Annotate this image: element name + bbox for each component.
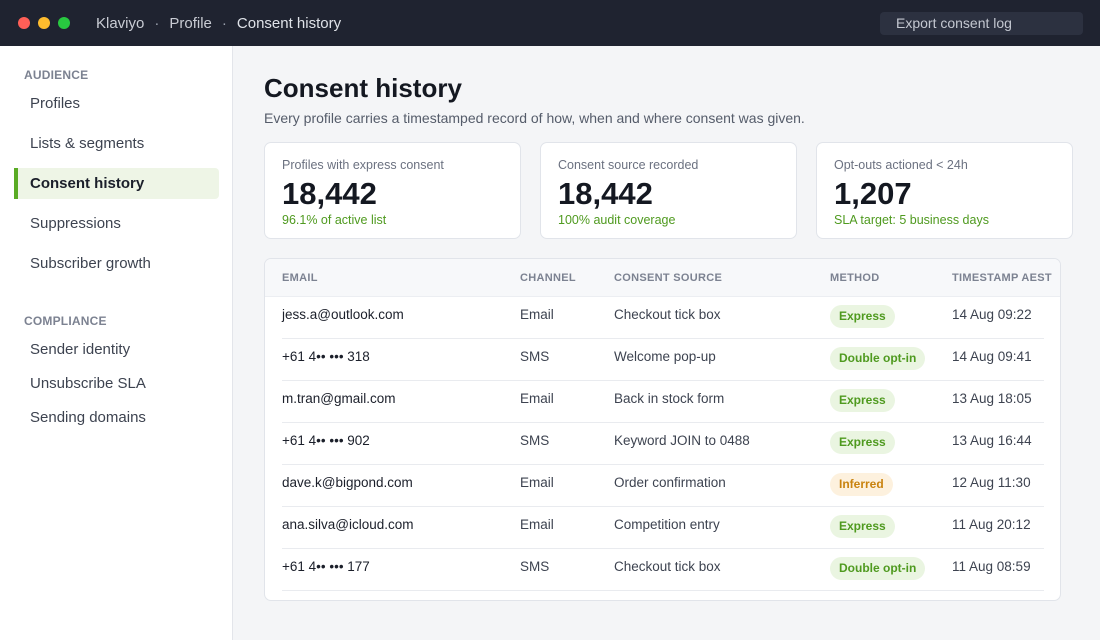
table-row[interactable]: jess.a@outlook.com Email Checkout tick b… bbox=[282, 297, 1044, 339]
sidebar-item-profiles[interactable]: Profiles bbox=[30, 95, 81, 112]
stat-card-opt-outs: Opt-outs actioned < 24h 1,207 SLA target… bbox=[816, 142, 1073, 239]
email-cell: m.tran@gmail.com bbox=[282, 391, 396, 406]
timestamp-cell: 13 Aug 16:44 bbox=[952, 433, 1032, 448]
stat-label: Opt-outs actioned < 24h bbox=[834, 158, 968, 172]
email-cell: +61 4•• ••• 318 bbox=[282, 349, 370, 364]
breadcrumb-profile[interactable]: Profile bbox=[169, 14, 212, 32]
table-row[interactable]: +61 4•• ••• 318 SMS Welcome pop-up Doubl… bbox=[282, 339, 1044, 381]
email-cell: jess.a@outlook.com bbox=[282, 307, 404, 322]
maximize-window-button[interactable] bbox=[58, 17, 70, 29]
table-row[interactable]: dave.k@bigpond.com Email Order confirmat… bbox=[282, 465, 1044, 507]
stat-value: 18,442 bbox=[282, 176, 377, 211]
sidebar-item-subscriber-growth[interactable]: Subscriber growth bbox=[30, 255, 151, 272]
stat-note: 96.1% of active list bbox=[282, 213, 387, 227]
title-bar: Klaviyo · Profile · Consent history Expo… bbox=[0, 0, 1100, 46]
column-header-consent-source[interactable]: CONSENT SOURCE bbox=[614, 272, 723, 284]
sidebar-item-sender-identity[interactable]: Sender identity bbox=[30, 341, 131, 358]
stat-card-consent-source: Consent source recorded 18,442 100% audi… bbox=[540, 142, 797, 239]
stat-card-express-consent: Profiles with express consent 18,442 96.… bbox=[264, 142, 521, 239]
stat-label: Consent source recorded bbox=[558, 158, 699, 172]
timestamp-cell: 12 Aug 11:30 bbox=[952, 475, 1031, 490]
export-consent-log-button[interactable]: Export consent log bbox=[880, 12, 1083, 35]
column-header-method[interactable]: METHOD bbox=[830, 272, 880, 284]
timestamp-cell: 11 Aug 08:59 bbox=[952, 559, 1031, 574]
consent-source-cell: Welcome pop-up bbox=[614, 349, 716, 364]
consent-source-cell: Competition entry bbox=[614, 517, 720, 532]
consent-table: EMAIL CHANNEL CONSENT SOURCE METHOD TIME… bbox=[264, 258, 1061, 601]
channel-cell: Email bbox=[520, 475, 554, 490]
consent-source-cell: Checkout tick box bbox=[614, 307, 721, 322]
consent-source-cell: Checkout tick box bbox=[614, 559, 721, 574]
sidebar-item-unsubscribe-sla[interactable]: Unsubscribe SLA bbox=[30, 375, 146, 392]
breadcrumb: Klaviyo · Profile · Consent history bbox=[96, 15, 341, 32]
channel-cell: SMS bbox=[520, 559, 550, 574]
method-badge: Express bbox=[830, 515, 895, 538]
email-cell: +61 4•• ••• 177 bbox=[282, 559, 370, 574]
sidebar-section-audience: AUDIENCE bbox=[24, 68, 89, 82]
table-row[interactable]: +61 4•• ••• 177 SMS Checkout tick box Do… bbox=[282, 549, 1044, 591]
email-cell: +61 4•• ••• 902 bbox=[282, 433, 370, 448]
table-row[interactable]: ana.silva@icloud.com Email Competition e… bbox=[282, 507, 1044, 549]
breadcrumb-klaviyo[interactable]: Klaviyo bbox=[96, 14, 145, 32]
channel-cell: Email bbox=[520, 517, 554, 532]
breadcrumb-separator: · bbox=[154, 14, 160, 32]
email-cell: ana.silva@icloud.com bbox=[282, 517, 414, 532]
consent-source-cell: Keyword JOIN to 0488 bbox=[614, 433, 750, 448]
method-badge: Double opt-in bbox=[830, 557, 926, 580]
stat-label: Profiles with express consent bbox=[282, 158, 444, 172]
table-header: EMAIL CHANNEL CONSENT SOURCE METHOD TIME… bbox=[265, 259, 1060, 297]
method-badge: Double opt-in bbox=[830, 347, 926, 370]
timestamp-cell: 14 Aug 09:22 bbox=[952, 307, 1032, 322]
column-header-channel[interactable]: CHANNEL bbox=[520, 272, 576, 284]
email-cell: dave.k@bigpond.com bbox=[282, 475, 413, 490]
sidebar-item-sending-domains[interactable]: Sending domains bbox=[30, 409, 146, 426]
close-window-button[interactable] bbox=[18, 17, 30, 29]
method-badge: Express bbox=[830, 431, 895, 454]
timestamp-cell: 14 Aug 09:41 bbox=[952, 349, 1032, 364]
timestamp-cell: 11 Aug 20:12 bbox=[952, 517, 1031, 532]
sidebar-section-compliance: COMPLIANCE bbox=[24, 314, 107, 328]
timestamp-cell: 13 Aug 18:05 bbox=[952, 391, 1032, 406]
method-badge: Express bbox=[830, 389, 895, 412]
consent-source-cell: Order confirmation bbox=[614, 475, 726, 490]
page-title: Consent history bbox=[264, 73, 462, 103]
window-controls bbox=[18, 17, 70, 29]
stat-value: 18,442 bbox=[558, 176, 653, 211]
channel-cell: SMS bbox=[520, 349, 550, 364]
stat-note: 100% audit coverage bbox=[558, 213, 676, 227]
channel-cell: Email bbox=[520, 391, 554, 406]
channel-cell: Email bbox=[520, 307, 554, 322]
table-row[interactable]: m.tran@gmail.com Email Back in stock for… bbox=[282, 381, 1044, 423]
stat-note: SLA target: 5 business days bbox=[834, 213, 989, 227]
stat-value: 1,207 bbox=[834, 176, 912, 211]
sidebar-item-lists-segments[interactable]: Lists & segments bbox=[30, 135, 145, 152]
minimize-window-button[interactable] bbox=[38, 17, 50, 29]
page-subtitle: Every profile carries a timestamped reco… bbox=[264, 110, 805, 126]
channel-cell: SMS bbox=[520, 433, 550, 448]
sidebar: AUDIENCE Profiles Lists & segments Conse… bbox=[0, 46, 233, 640]
column-header-email[interactable]: EMAIL bbox=[282, 272, 318, 284]
method-badge: Inferred bbox=[830, 473, 893, 496]
table-row[interactable]: +61 4•• ••• 902 SMS Keyword JOIN to 0488… bbox=[282, 423, 1044, 465]
sidebar-item-consent-history[interactable]: Consent history bbox=[14, 168, 219, 199]
consent-source-cell: Back in stock form bbox=[614, 391, 725, 406]
column-header-timestamp[interactable]: TIMESTAMP AEST bbox=[952, 272, 1052, 284]
method-badge: Express bbox=[830, 305, 895, 328]
breadcrumb-separator: · bbox=[221, 14, 227, 32]
sidebar-item-suppressions[interactable]: Suppressions bbox=[30, 215, 121, 232]
breadcrumb-consent-history: Consent history bbox=[236, 14, 342, 32]
